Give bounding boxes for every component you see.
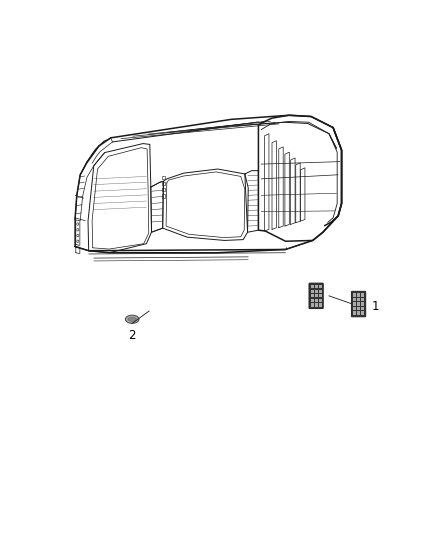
- Bar: [314, 303, 318, 306]
- FancyBboxPatch shape: [351, 292, 366, 317]
- Bar: [311, 285, 314, 288]
- Bar: [357, 298, 360, 301]
- Bar: [311, 298, 314, 302]
- Bar: [361, 307, 364, 310]
- Bar: [314, 285, 318, 288]
- Bar: [318, 298, 321, 302]
- Bar: [361, 311, 364, 314]
- Bar: [162, 175, 165, 179]
- Bar: [162, 195, 165, 198]
- Bar: [311, 294, 314, 297]
- Text: 2: 2: [128, 329, 136, 342]
- Ellipse shape: [125, 315, 139, 324]
- Bar: [357, 307, 360, 310]
- Bar: [357, 311, 360, 314]
- Bar: [353, 311, 356, 314]
- Bar: [162, 182, 165, 185]
- Bar: [318, 290, 321, 293]
- Bar: [311, 290, 314, 293]
- Bar: [361, 293, 364, 297]
- Bar: [162, 188, 165, 191]
- Bar: [361, 302, 364, 306]
- FancyBboxPatch shape: [309, 283, 323, 309]
- Bar: [314, 290, 318, 293]
- Ellipse shape: [128, 317, 136, 321]
- Bar: [314, 298, 318, 302]
- Bar: [353, 307, 356, 310]
- Bar: [318, 285, 321, 288]
- Bar: [311, 303, 314, 306]
- Bar: [361, 298, 364, 301]
- Bar: [353, 298, 356, 301]
- Bar: [357, 293, 360, 297]
- Bar: [353, 293, 356, 297]
- Bar: [318, 294, 321, 297]
- Bar: [353, 302, 356, 306]
- Bar: [357, 302, 360, 306]
- Text: 1: 1: [372, 300, 380, 312]
- Bar: [318, 303, 321, 306]
- Bar: [314, 294, 318, 297]
